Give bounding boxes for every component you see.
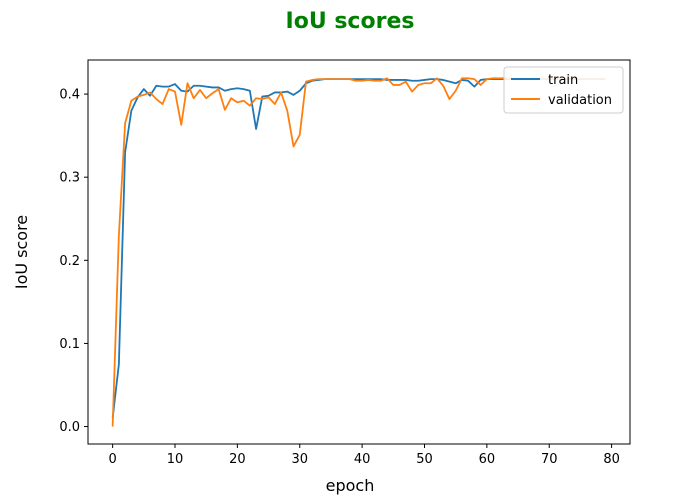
y-tick-label: 0.3: [59, 171, 80, 186]
x-tick-label: 10: [167, 452, 184, 467]
x-tick-label: 50: [416, 452, 433, 467]
x-axis-ticks: 0 10 20 30 40 50 60 70 80: [108, 444, 620, 467]
legend: train validation: [503, 66, 624, 114]
legend-label-train: train: [548, 73, 578, 88]
x-tick-label: 60: [479, 452, 496, 467]
y-axis-ticks: 0.0 0.1 0.2 0.3 0.4: [59, 88, 88, 435]
y-axis-label: IoU score: [12, 215, 31, 289]
x-axis-label: epoch: [326, 476, 375, 495]
x-tick-label: 0: [108, 452, 116, 467]
x-tick-label: 20: [229, 452, 246, 467]
y-tick-label: 0.1: [59, 337, 80, 352]
chart-title: IoU scores: [286, 9, 415, 34]
y-tick-label: 0.2: [59, 254, 80, 269]
y-tick-label: 0.0: [59, 420, 80, 435]
series-line-validation: [111, 77, 606, 427]
y-tick-label: 0.4: [59, 88, 80, 103]
x-tick-label: 40: [354, 452, 371, 467]
x-tick-label: 80: [603, 452, 620, 467]
series-line-train: [111, 78, 606, 419]
x-tick-label: 30: [291, 452, 308, 467]
plot-area: [111, 77, 606, 427]
legend-label-validation: validation: [548, 93, 612, 108]
x-tick-label: 70: [541, 452, 558, 467]
axes-frame: [87, 59, 631, 445]
